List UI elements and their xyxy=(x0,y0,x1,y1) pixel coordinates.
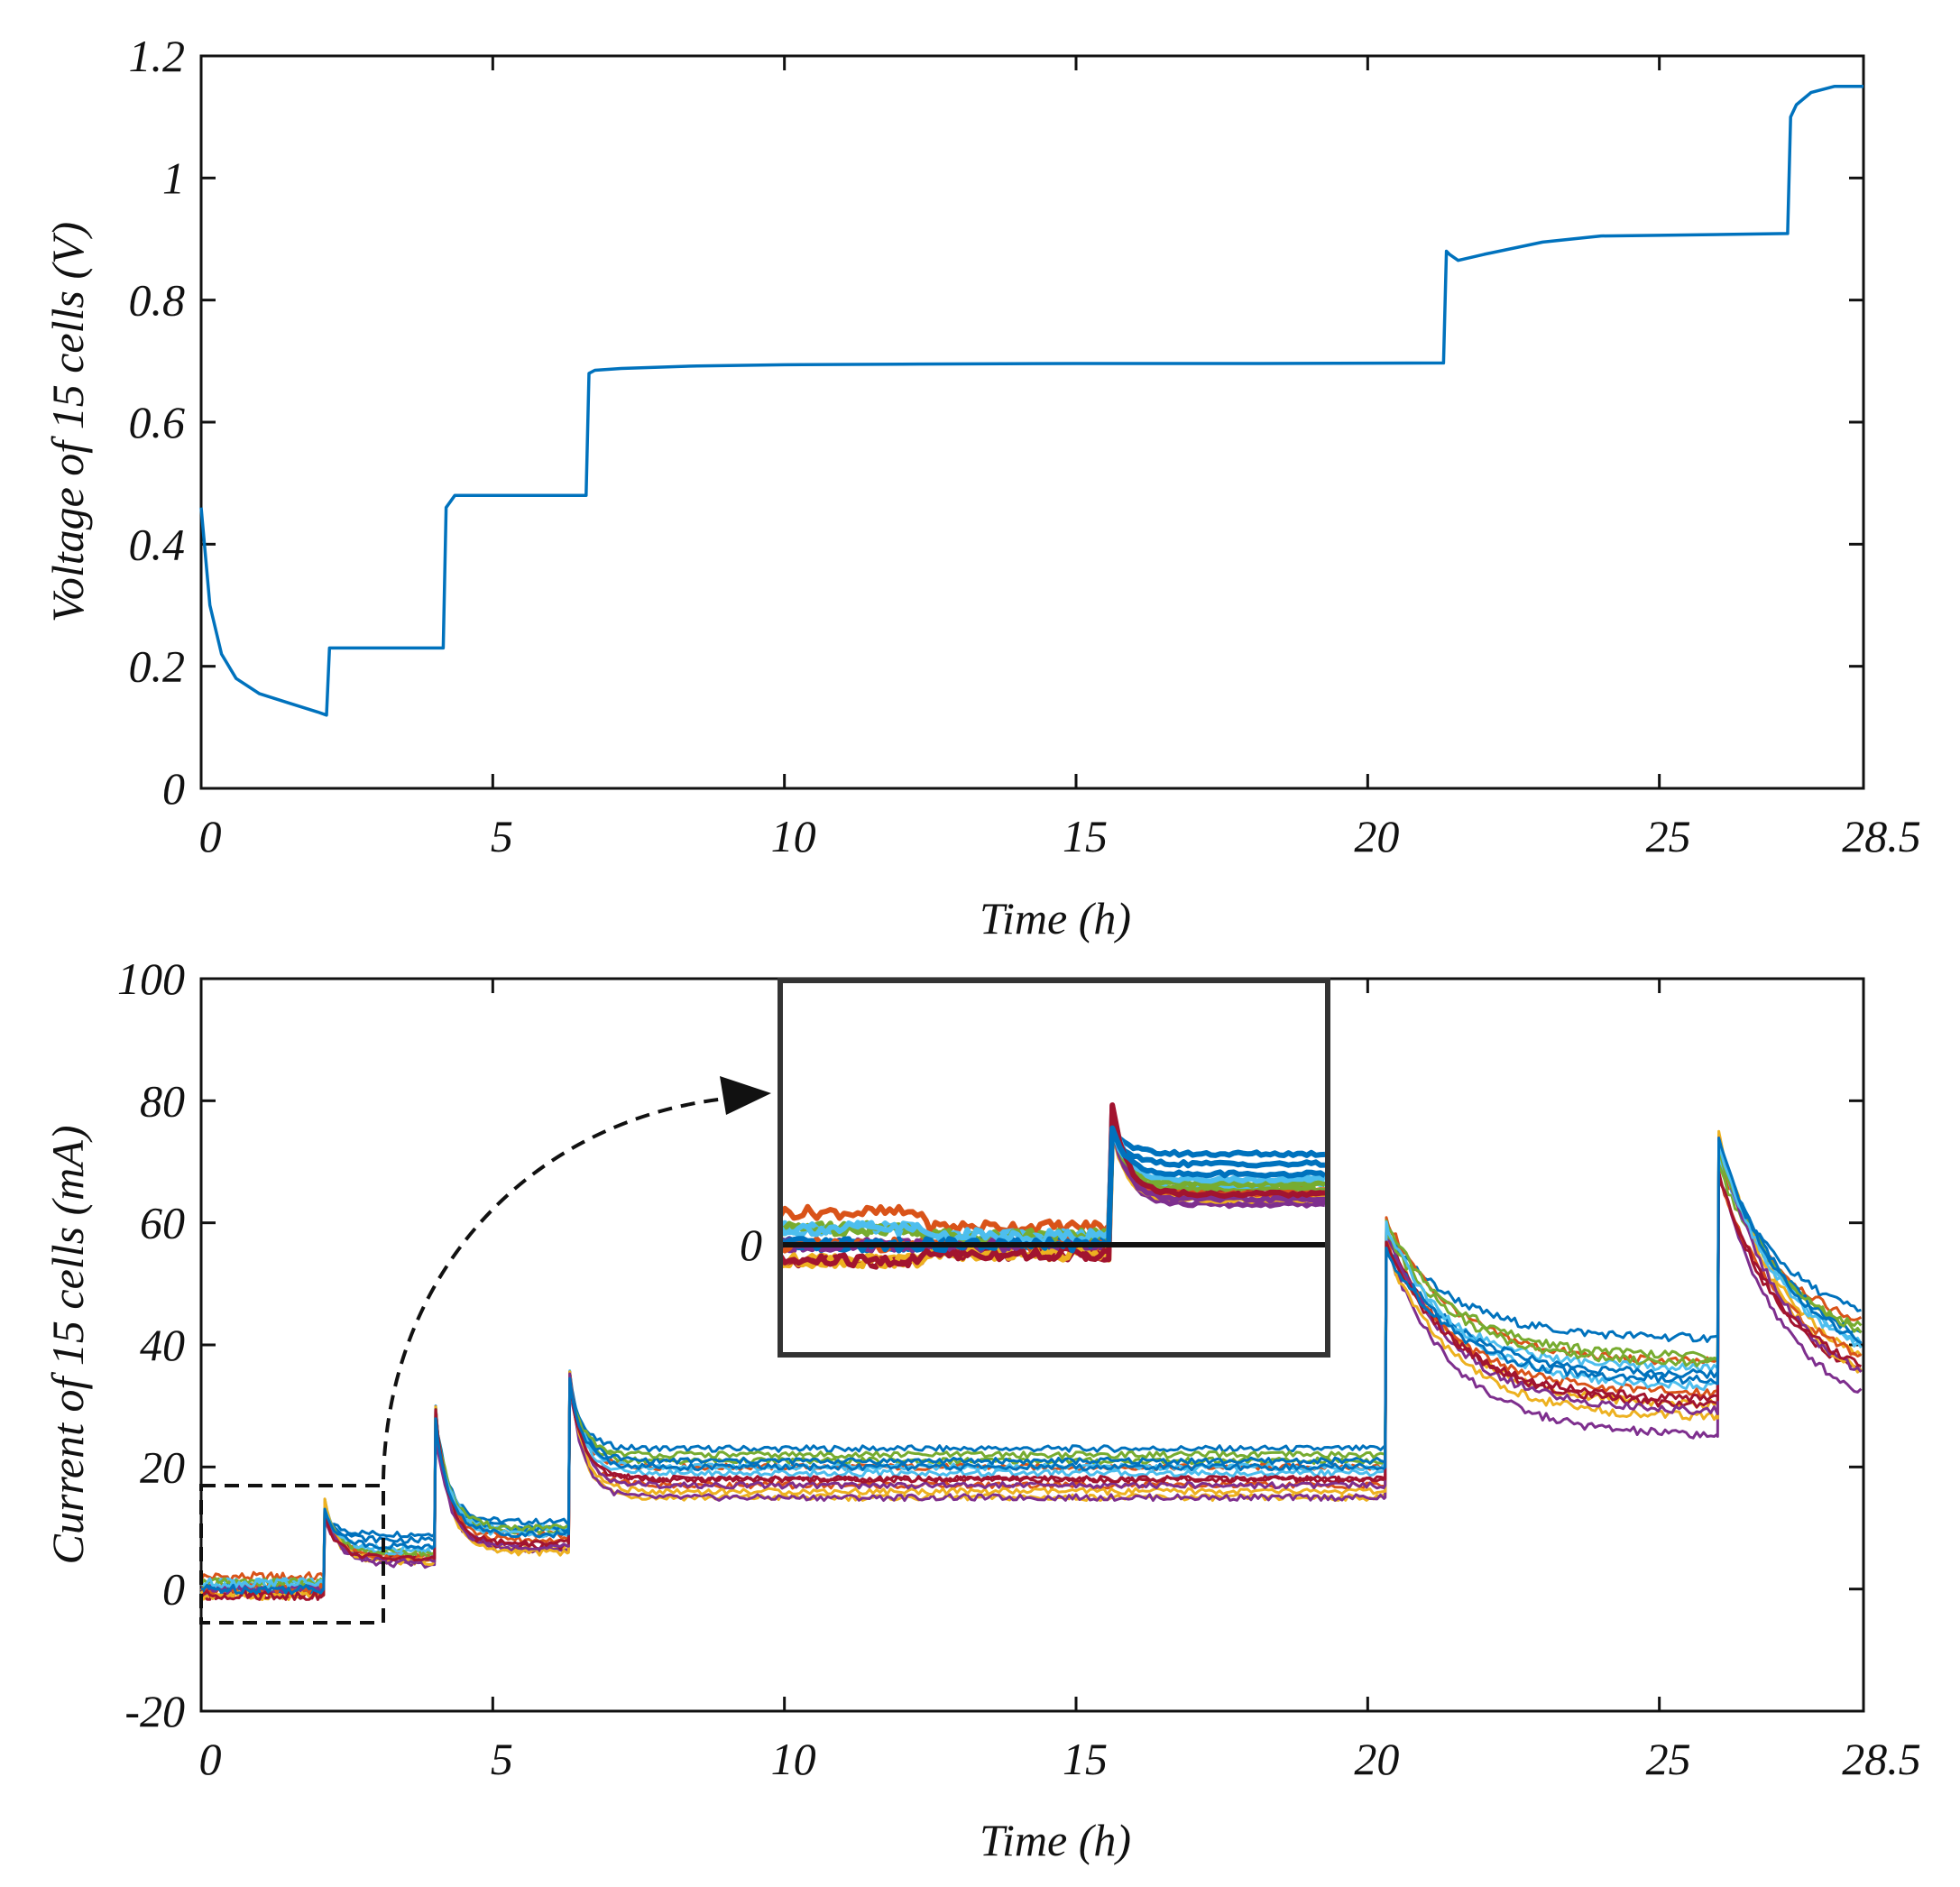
current-ytick-label: 60 xyxy=(140,1198,185,1248)
inset-series-line xyxy=(778,1125,1326,1244)
current-xtick-label: 10 xyxy=(771,1734,816,1784)
voltage-lines xyxy=(199,85,1863,717)
current-x-axis-label: Time (h) xyxy=(980,1815,1131,1865)
voltage-xtick-label: 28.5 xyxy=(1842,811,1921,861)
voltage-xtick-label: 0 xyxy=(199,811,222,861)
current-ytick-label: 80 xyxy=(140,1075,185,1126)
current-xtick-label: 20 xyxy=(1354,1734,1399,1784)
voltage-axes-frame xyxy=(199,54,1865,790)
current-series-line xyxy=(200,1141,1863,1589)
current-ytick-label: 20 xyxy=(140,1441,185,1492)
voltage-ytick-label: 0.6 xyxy=(129,397,186,447)
inset-frame xyxy=(778,978,1330,1358)
voltage-xtick-label: 20 xyxy=(1354,811,1399,861)
current-series-line xyxy=(200,1137,1863,1595)
current-panel: 0 5 10 15 20 25 28.5 -20 0 20 40 60 80 100 Time (h) C… xyxy=(42,953,1921,1865)
current-ytick-label: 40 xyxy=(140,1320,185,1370)
current-lines xyxy=(199,1129,1863,1601)
current-ytick-label: -20 xyxy=(124,1686,185,1736)
voltage-xtick-label: 15 xyxy=(1063,811,1108,861)
current-ticks: 0 5 10 15 20 25 28.5 -20 0 20 40 60 80 100 xyxy=(117,953,1921,1784)
voltage-xtick-label: 25 xyxy=(1646,811,1691,861)
current-xtick-label: 25 xyxy=(1646,1734,1691,1784)
current-xtick-label: 0 xyxy=(199,1734,222,1784)
inset-series-line xyxy=(778,1102,1326,1269)
voltage-ticks: 0 5 10 15 20 25 28.5 0 0.2 0.4 0.6 0.8 1 1.2 xyxy=(129,31,1921,861)
inset-zero-label: 0 xyxy=(740,1220,762,1270)
current-ytick-label: 100 xyxy=(117,953,185,1004)
current-xtick-label: 28.5 xyxy=(1842,1734,1921,1784)
current-series-line xyxy=(199,1171,1862,1601)
current-xtick-label: 15 xyxy=(1063,1734,1108,1784)
voltage-ytick-label: 0.4 xyxy=(129,519,186,569)
voltage-xtick-label: 10 xyxy=(771,811,816,861)
voltage-ytick-label: 0.2 xyxy=(129,641,186,692)
voltage-y-axis-label: Voltage of 15 cells (V) xyxy=(42,222,93,622)
zoom-arrow-head xyxy=(720,1076,771,1115)
voltage-ytick-label: 0.8 xyxy=(129,275,186,326)
voltage-x-axis-label: Time (h) xyxy=(980,893,1131,944)
voltage-ytick-label: 0 xyxy=(162,763,185,814)
zoom-inset: 0 xyxy=(740,978,1330,1358)
current-y-axis-label: Current of 15 cells (mA) xyxy=(42,1126,93,1565)
current-ytick-label: 0 xyxy=(162,1564,185,1615)
voltage-ytick-label: 1 xyxy=(162,152,185,203)
voltage-xtick-label: 5 xyxy=(491,811,513,861)
zoom-arrow-line xyxy=(382,1097,727,1480)
voltage-ytick-label: 1.2 xyxy=(129,31,186,81)
current-series-line xyxy=(200,1137,1863,1596)
voltage-series-line xyxy=(199,85,1863,717)
voltage-panel: 0 5 10 15 20 25 28.5 0 0.2 0.4 0.6 0.8 1 1.2 Time (h)… xyxy=(42,31,1921,944)
current-xtick-label: 5 xyxy=(491,1734,513,1784)
zoom-region-box xyxy=(199,1484,385,1625)
